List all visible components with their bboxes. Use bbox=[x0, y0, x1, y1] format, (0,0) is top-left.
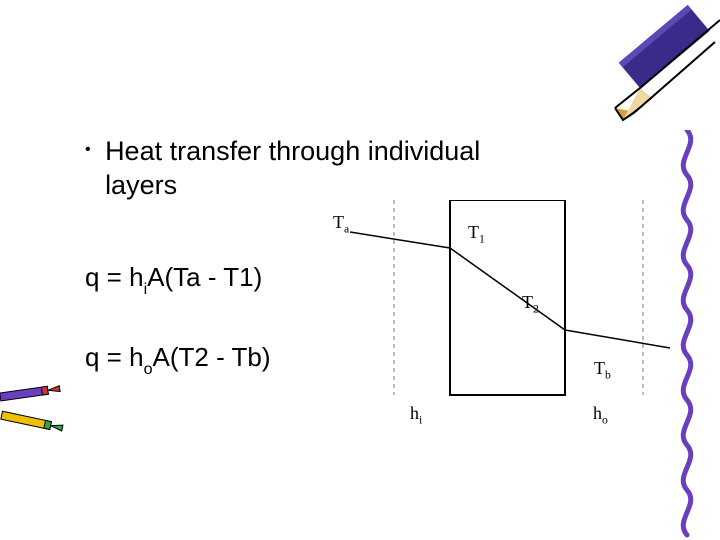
eq2-sub: o bbox=[144, 360, 153, 378]
heat-transfer-diagram: Ta T1 T2 Tb hi ho bbox=[350, 200, 680, 430]
eq2-pre: q = h bbox=[85, 342, 144, 372]
crayons-decor bbox=[0, 375, 80, 435]
label-hi: hi bbox=[410, 403, 422, 427]
eq1-post: A(Ta - T1) bbox=[147, 262, 262, 292]
bullet-item: • Heat transfer through individual layer… bbox=[85, 135, 585, 203]
slide-root: • Heat transfer through individual layer… bbox=[0, 0, 720, 540]
diagram-svg bbox=[350, 200, 680, 430]
equation-2: q = hoA(T2 - Tb) bbox=[85, 342, 271, 377]
label-ho: ho bbox=[593, 403, 608, 427]
label-T1: T1 bbox=[468, 222, 485, 246]
bullet-marker: • bbox=[85, 141, 91, 159]
pencil-decor bbox=[560, 0, 720, 140]
eq1-sub: i bbox=[144, 280, 148, 298]
label-Tb: Tb bbox=[594, 358, 611, 382]
label-T2: T2 bbox=[522, 292, 539, 316]
eq1-pre: q = h bbox=[85, 262, 144, 292]
label-Ta: Ta bbox=[333, 212, 349, 236]
equation-1: q = hiA(Ta - T1) bbox=[85, 262, 262, 297]
eq2-post: A(T2 - Tb) bbox=[153, 342, 271, 372]
bullet-text: Heat transfer through individual layers bbox=[105, 135, 535, 203]
